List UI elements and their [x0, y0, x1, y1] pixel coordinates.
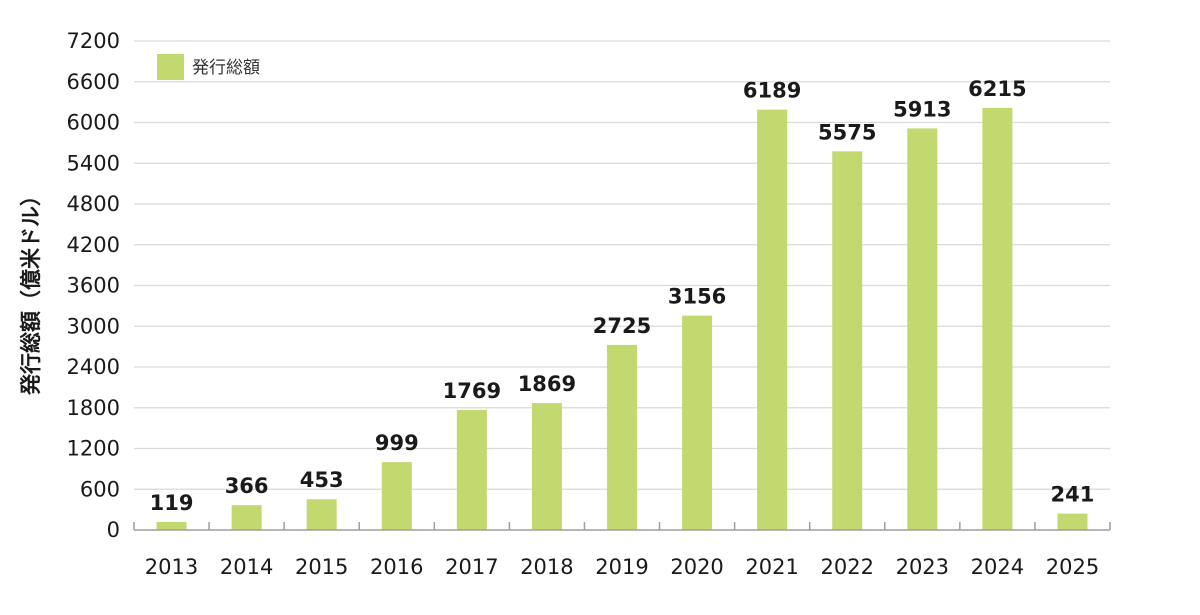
x-tick-label: 2021: [745, 555, 798, 579]
bar: [757, 109, 788, 530]
bar: [607, 344, 637, 530]
data-label: 5913: [893, 97, 951, 121]
y-tick-label: 4800: [67, 192, 120, 216]
y-tick-label: 2400: [67, 355, 120, 379]
data-label: 1869: [518, 372, 576, 396]
y-tick-label: 3000: [67, 314, 120, 338]
bar: [156, 521, 187, 530]
bar: [982, 107, 1013, 530]
y-tick-label: 0: [107, 518, 120, 542]
x-tick-label: 2018: [520, 555, 573, 579]
bar: [832, 151, 863, 531]
bar: [231, 505, 262, 530]
data-label: 1769: [443, 379, 501, 403]
data-labels: 119 366 453 999 1769 1869 2725 3156 6189 5575 5913…: [150, 77, 1095, 515]
bar: [531, 403, 562, 530]
y-tick-label: 6000: [67, 111, 120, 135]
bar: [1057, 513, 1088, 530]
x-tick-label: 2017: [445, 555, 498, 579]
data-label: 6215: [968, 77, 1026, 101]
y-tick-label: 600: [80, 477, 120, 501]
bar: [381, 462, 412, 530]
y-tick-label: 4200: [67, 233, 120, 257]
legend-swatch: [157, 54, 184, 80]
y-tick-label: 5400: [67, 151, 120, 175]
data-label: 6189: [743, 79, 801, 103]
x-tick-label: 2020: [670, 555, 723, 579]
x-tick-label: 2014: [220, 555, 273, 579]
data-label: 2725: [593, 314, 651, 338]
axes: 0 600 1200 1800 2400 3000 3600 4200 4800 5400 6000…: [67, 29, 1111, 579]
data-label: 453: [300, 468, 344, 492]
x-tick-label: 2016: [370, 555, 423, 579]
x-tick-label: 2019: [595, 555, 648, 579]
bar: [306, 499, 337, 530]
y-axis-title: 発行総額（億米ドル）: [19, 185, 43, 396]
x-tick-label: 2023: [896, 555, 949, 579]
x-tick-label: 2013: [145, 555, 198, 579]
data-label: 5575: [818, 120, 876, 144]
data-label: 119: [150, 491, 194, 515]
data-label: 366: [225, 474, 269, 498]
data-label: 999: [375, 431, 419, 455]
x-tick-label: 2015: [295, 555, 348, 579]
y-tick-label: 6600: [67, 70, 120, 94]
bar: [682, 315, 713, 530]
legend-label: 発行総額: [192, 58, 260, 78]
bar: [456, 409, 487, 530]
bar: [907, 128, 938, 530]
x-tick-label: 2022: [821, 555, 874, 579]
data-label: 241: [1051, 483, 1095, 507]
y-tick-label: 7200: [67, 29, 120, 53]
bars: [156, 107, 1088, 531]
gridlines: [134, 40, 1110, 490]
y-tick-label: 3600: [67, 274, 120, 298]
y-tick-label: 1800: [67, 396, 120, 420]
x-tick-label: 2024: [971, 555, 1024, 579]
legend: 発行総額: [157, 54, 260, 80]
x-tick-label: 2025: [1046, 555, 1099, 579]
y-tick-label: 1200: [67, 437, 120, 461]
data-label: 3156: [668, 285, 726, 309]
